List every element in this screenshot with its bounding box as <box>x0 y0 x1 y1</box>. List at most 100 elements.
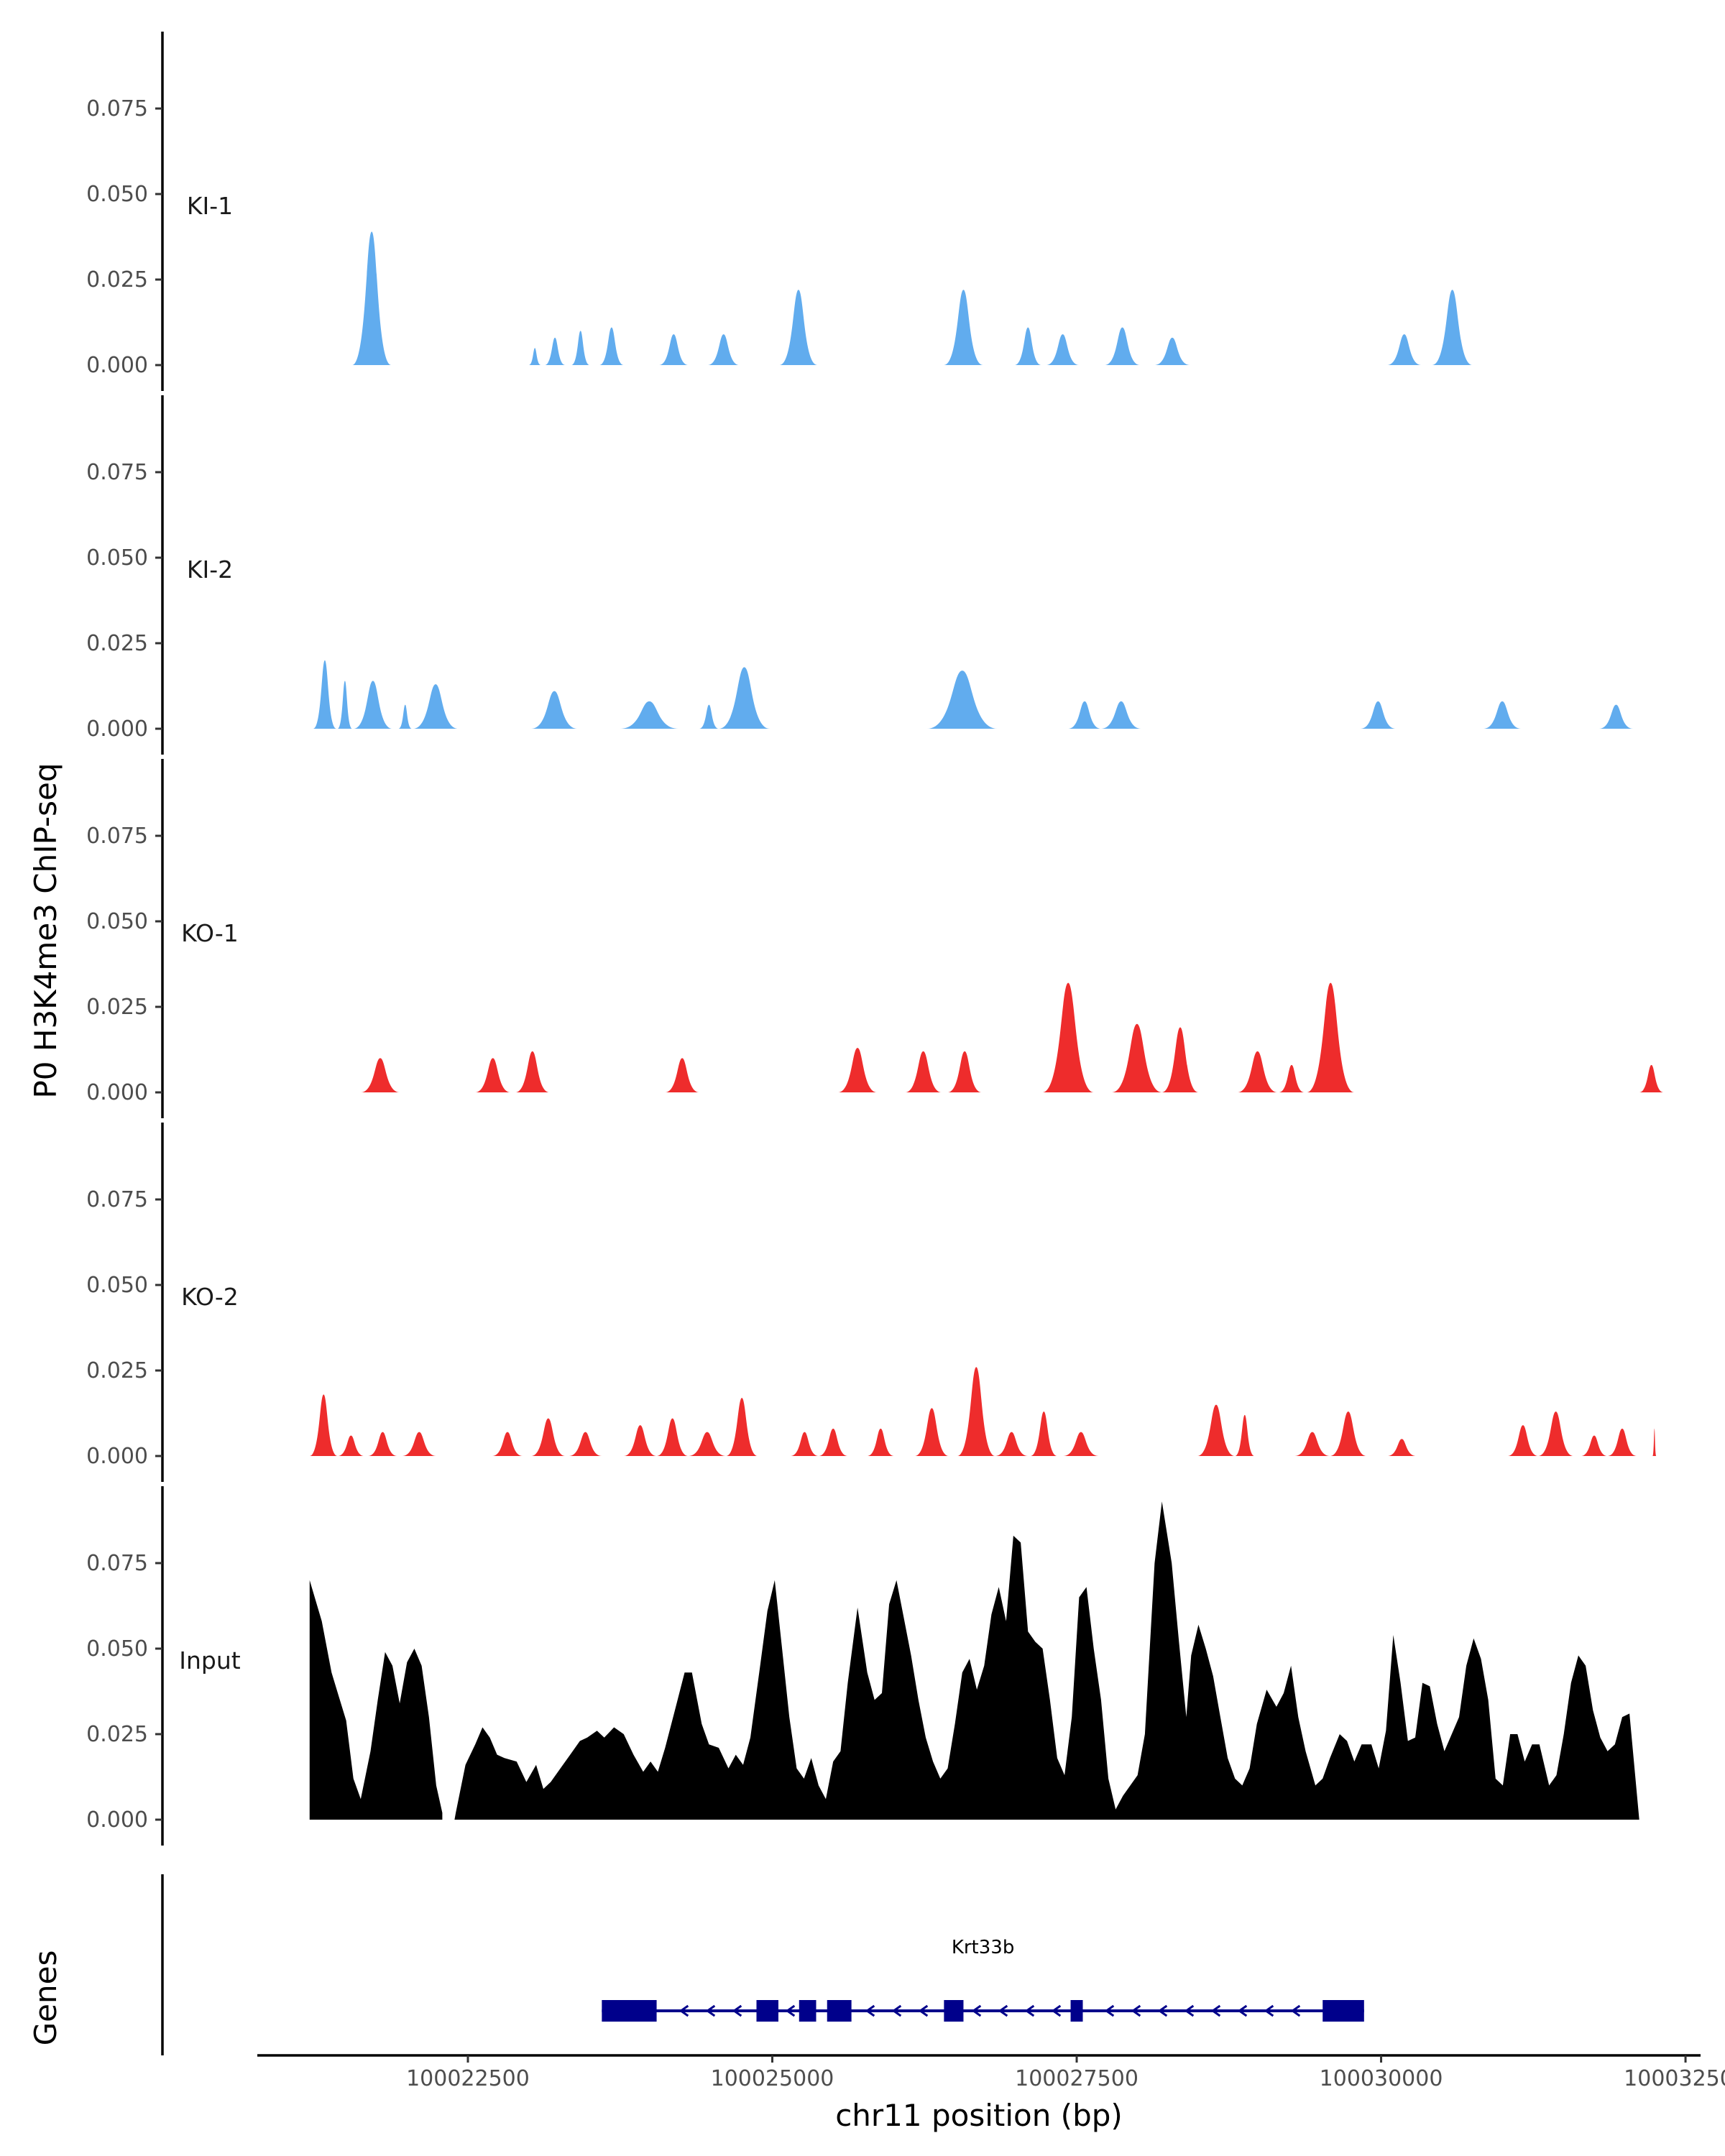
x-tick-label-1: 100025000 <box>711 2066 834 2091</box>
exon-7 <box>1322 2000 1364 2022</box>
peak-ko-2-1 <box>309 1394 338 1456</box>
peak-ko-2-24 <box>1387 1439 1417 1456</box>
peak-ko-1-3 <box>515 1051 550 1092</box>
peak-ki-1-5 <box>599 327 624 365</box>
exon-4 <box>827 2000 852 2022</box>
y-tick-label-ko-2-1: 0.025 <box>86 1358 148 1383</box>
peak-ko-2-23 <box>1330 1411 1367 1456</box>
peak-ki-1-2 <box>528 348 541 365</box>
strand-arrow-1 <box>678 2004 689 2017</box>
track-label-ki-2: KI-2 <box>187 556 233 584</box>
strand-arrow-9 <box>998 2004 1008 2017</box>
peak-ko-2-28 <box>1607 1428 1637 1456</box>
peak-ki-1-11 <box>1046 334 1080 365</box>
strand-arrow-3 <box>732 2004 742 2017</box>
peak-ki-1-7 <box>707 334 740 365</box>
track-label-input: Input <box>179 1646 241 1674</box>
peak-ki-2-7 <box>620 701 679 729</box>
peak-ko-1-8 <box>1042 982 1094 1092</box>
peak-ki-1-10 <box>1014 327 1041 365</box>
peak-ko-1-12 <box>1279 1064 1305 1092</box>
peak-ko-2-18 <box>1030 1411 1057 1456</box>
y-tick-label-input-1: 0.025 <box>86 1722 148 1747</box>
peak-ki-1-4 <box>571 331 590 365</box>
track-label-ko-1: KO-1 <box>181 919 239 947</box>
y-tick-label-input-2: 0.050 <box>86 1636 148 1662</box>
peak-ki-1-8 <box>779 290 818 365</box>
strand-arrow-15 <box>1184 2004 1195 2017</box>
peak-ko-2-7 <box>569 1432 602 1456</box>
peak-ki-2-8 <box>699 704 719 729</box>
peak-ko-2-26 <box>1538 1411 1574 1456</box>
y-tick-label-ki-2-1: 0.025 <box>86 631 148 656</box>
strand-arrow-11 <box>1051 2004 1062 2017</box>
x-axis: 100022500 100025000 100027500 100030000 1000… <box>257 2054 1725 2091</box>
peak-ki-2-1 <box>313 660 337 729</box>
peak-ko-1-14 <box>1639 1064 1664 1092</box>
y-tick-label-ki-2-0: 0.000 <box>86 717 148 742</box>
peak-ko-1-9 <box>1112 1023 1162 1092</box>
gene-annotation-panel: Krt33b <box>161 1874 1364 2055</box>
peak-ki-1-14 <box>1387 334 1422 365</box>
peak-ko-2-6 <box>531 1418 566 1456</box>
tracks-layer: 0.0000.0250.0500.075KI-10.0000.0250.0500… <box>86 32 1664 1846</box>
y-tick-label-ki-2-3: 0.075 <box>86 460 148 485</box>
peak-ko-1-5 <box>837 1048 878 1092</box>
track-ki-1: 0.000 0.025 0.050 0.075 KI-1 <box>86 32 1473 391</box>
peak-ki-2-13 <box>1360 701 1396 729</box>
peak-ko-2-25 <box>1507 1425 1539 1456</box>
strand-arrow-8 <box>971 2004 982 2017</box>
y-tick-label-input-3: 0.075 <box>86 1551 148 1576</box>
peak-ko-2-13 <box>818 1428 848 1456</box>
exon-5 <box>944 2000 964 2022</box>
peak-ko-1-7 <box>947 1051 982 1092</box>
strand-arrow-17 <box>1237 2004 1248 2017</box>
track-ki-2: 0.000 0.025 0.050 0.075 KI-2 <box>86 395 1634 755</box>
peak-ki-1-1 <box>352 231 392 365</box>
x-tick-label-0: 100022500 <box>406 2066 530 2091</box>
peak-ko-2-16 <box>957 1367 995 1456</box>
y-tick-label-ko-1-1: 0.025 <box>86 995 148 1020</box>
peak-ki-2-4 <box>398 704 413 729</box>
y-tick-label-ko-1-0: 0.000 <box>86 1080 148 1105</box>
strand-arrow-18 <box>1264 2004 1274 2017</box>
peak-ko-2-9 <box>656 1418 689 1456</box>
y-tick-label-ki-1-1: 0.025 <box>86 267 148 292</box>
x-tick-label-2: 100027500 <box>1015 2066 1138 2091</box>
y-axis-title: P0 H3K4me3 ChIP-seq <box>28 763 63 1098</box>
y-tick-label-ki-1-3: 0.075 <box>86 96 148 121</box>
strand-arrow-16 <box>1210 2004 1221 2017</box>
peak-ki-1-12 <box>1104 327 1141 365</box>
peak-ko-2-21 <box>1235 1414 1255 1456</box>
y-tick-label-ki-1-0: 0.000 <box>86 353 148 378</box>
peak-ki-2-2 <box>337 681 353 729</box>
peak-ki-2-10 <box>926 671 998 729</box>
peak-ki-2-9 <box>718 667 770 729</box>
peak-ko-1-11 <box>1237 1051 1278 1092</box>
peak-ki-2-12 <box>1100 701 1141 729</box>
x-tick-label-4: 100032500 <box>1624 2066 1725 2091</box>
gene-name-label: Krt33b <box>952 1937 1015 1958</box>
peak-ko-2-29 <box>1652 1428 1657 1456</box>
strand-arrow-2 <box>705 2004 716 2017</box>
peak-ko-2-14 <box>867 1428 894 1456</box>
peak-ko-1-6 <box>905 1051 942 1092</box>
peak-ki-2-14 <box>1483 701 1522 729</box>
genes-panel-title: Genes <box>28 1950 63 2046</box>
peak-ko-1-13 <box>1307 982 1355 1092</box>
y-tick-label-ko-2-2: 0.050 <box>86 1273 148 1298</box>
peak-ko-1-2 <box>475 1058 511 1092</box>
x-tick-label-3: 100030000 <box>1320 2066 1443 2091</box>
signal-area-input <box>309 1501 1639 1820</box>
peak-ko-1-4 <box>665 1058 699 1092</box>
exon-1 <box>602 2000 657 2022</box>
peak-ko-2-4 <box>402 1432 436 1456</box>
peak-ko-2-8 <box>623 1425 657 1456</box>
y-tick-label-ki-2-2: 0.050 <box>86 545 148 571</box>
x-axis-title: chr11 position (bp) <box>835 2098 1123 2133</box>
peak-ki-2-15 <box>1598 704 1634 729</box>
peak-ko-1-10 <box>1162 1027 1199 1092</box>
strand-arrow-5 <box>865 2004 875 2017</box>
peak-ki-1-6 <box>658 334 689 365</box>
peak-ko-2-11 <box>726 1398 758 1456</box>
